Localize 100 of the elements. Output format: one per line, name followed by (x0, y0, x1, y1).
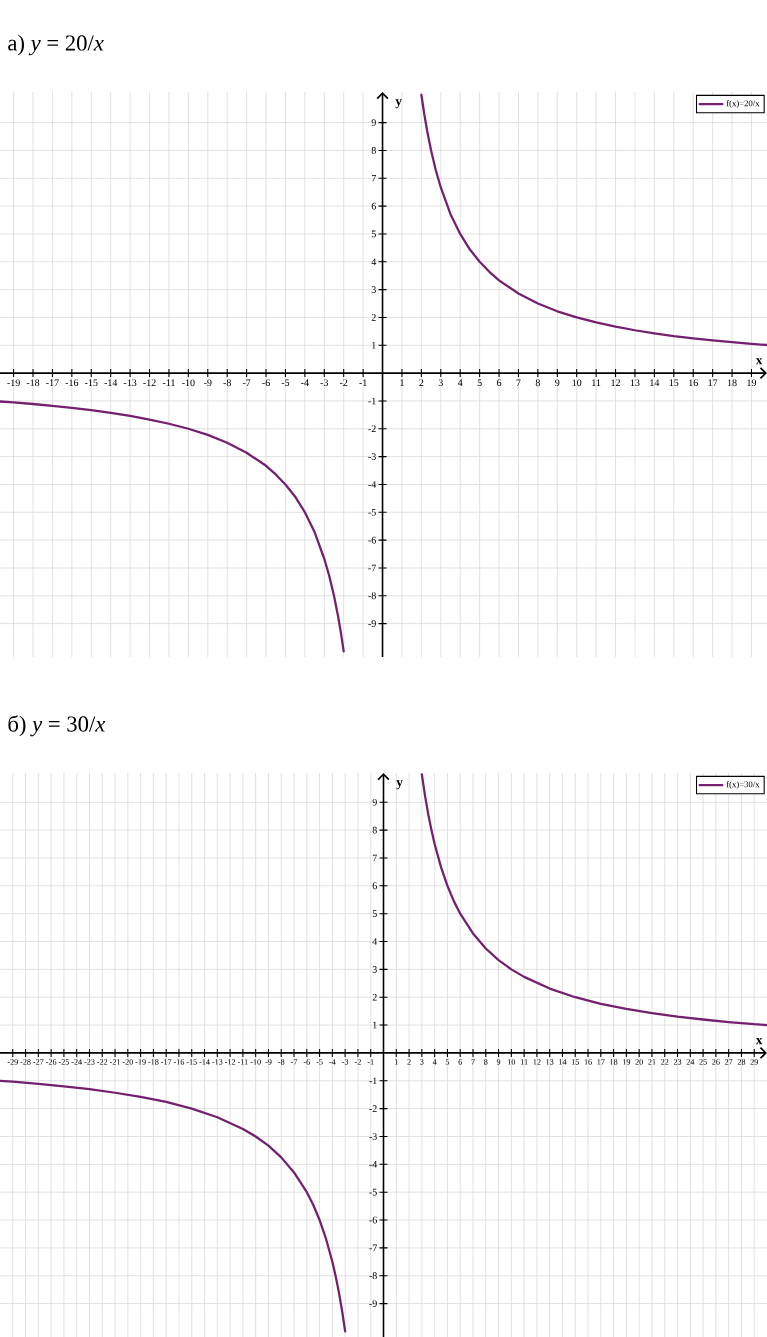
x-tick-label: 12 (611, 379, 621, 386)
x-tick-label: 4 (432, 1059, 437, 1065)
x-tick-label: 4 (457, 379, 463, 386)
x-tick-label: 15 (669, 379, 679, 387)
x-tick-label: 14 (559, 1059, 567, 1065)
x-tick-label: 5 (477, 379, 482, 387)
x-tick-label: 14 (650, 379, 660, 386)
x-tick-label: 8 (535, 379, 540, 387)
y-tick-label: -7 (368, 564, 376, 572)
x-tick-label: 28 (737, 1059, 746, 1065)
x-tick-label: -9 (265, 1059, 272, 1065)
x-tick-label: 10 (507, 1059, 516, 1065)
x-tick-label: 7 (471, 1059, 475, 1065)
x-tick-label: -19 (135, 1059, 146, 1065)
x-tick-label: 25 (699, 1059, 707, 1065)
x-tick-label: 12 (533, 1059, 541, 1065)
y-tick-label: -2 (369, 1105, 377, 1112)
x-tick-label: 23 (673, 1059, 682, 1065)
x-tick-label: -13 (212, 1059, 223, 1065)
y-tick-label: -4 (368, 481, 377, 488)
y-tick-label: -6 (368, 536, 376, 544)
x-tick-label: 6 (496, 379, 502, 387)
x-tick-label: 6 (458, 1059, 462, 1065)
x-tick-label: -10 (250, 1059, 261, 1065)
x-tick-label: -7 (242, 379, 251, 386)
y-tick-label: -5 (368, 508, 376, 516)
y-tick-label: 9 (371, 119, 376, 126)
chart-title: а) y = 20/x (8, 34, 104, 56)
x-tick-label: 1 (394, 1059, 398, 1065)
x-tick-label: 2 (419, 379, 424, 386)
x-tick-label: 11 (520, 1059, 528, 1065)
x-tick-label: -2 (354, 1059, 361, 1065)
x-tick-label: -12 (224, 1059, 236, 1065)
y-tick-label: 3 (372, 966, 377, 973)
y-tick-label: 7 (371, 175, 376, 182)
y-tick-label: 4 (371, 258, 377, 266)
y-tick-label: 1 (372, 341, 376, 349)
x-tick-label: 17 (708, 379, 718, 386)
x-tick-label: -3 (342, 1059, 349, 1065)
x-tick-label: 19 (623, 1059, 631, 1065)
x-tick-label: -25 (58, 1059, 70, 1065)
y-tick-label: -1 (368, 397, 376, 405)
x-tick-label: 2 (407, 1059, 411, 1065)
y-tick-label: 2 (371, 314, 376, 321)
x-tick-label: -17 (46, 379, 59, 386)
x-tick-label: 7 (516, 379, 521, 386)
y-tick-label: -6 (369, 1216, 377, 1224)
x-tick-label: 9 (496, 1059, 501, 1065)
y-tick-label: 6 (371, 202, 376, 210)
x-tick-label: 26 (712, 1059, 720, 1065)
x-tick-label: -1 (359, 379, 367, 386)
y-axis-title: y (396, 780, 403, 790)
x-tick-label: 16 (584, 1059, 592, 1065)
y-tick-label: 8 (371, 147, 376, 154)
x-tick-label: 16 (689, 379, 698, 387)
x-tick-label: -13 (123, 379, 137, 387)
x-tick-label: -29 (7, 1059, 18, 1065)
x-tick-label: -24 (71, 1059, 83, 1065)
x-tick-label: 22 (661, 1059, 669, 1065)
x-tick-label: -2 (339, 379, 348, 386)
x-tick-label: 13 (630, 379, 640, 387)
x-tick-label: -17 (161, 1059, 172, 1065)
y-tick-label: 9 (372, 798, 377, 806)
x-tick-label: -8 (278, 1059, 285, 1065)
x-axis-title: x (755, 1038, 763, 1045)
y-tick-label: -3 (368, 453, 376, 460)
x-tick-label: 5 (445, 1059, 450, 1065)
x-tick-label: -26 (45, 1059, 57, 1065)
y-tick-label: 6 (372, 882, 377, 890)
x-tick-label: 24 (686, 1059, 695, 1065)
x-tick-label: 10 (572, 379, 582, 387)
x-tick-label: -3 (320, 379, 329, 387)
x-tick-label: 3 (438, 379, 443, 387)
x-tick-label: -21 (109, 1059, 120, 1065)
x-tick-label: 3 (420, 1059, 424, 1065)
x-tick-label: -4 (301, 379, 309, 386)
x-tick-label: 17 (597, 1059, 605, 1065)
x-axis-title: x (755, 358, 763, 365)
x-tick-label: -5 (316, 1059, 323, 1065)
y-tick-label: 1 (373, 1021, 377, 1029)
x-tick-label: -19 (7, 379, 20, 387)
x-tick-label: -5 (281, 379, 290, 387)
y-tick-label: -9 (369, 1300, 377, 1307)
x-tick-label: 27 (724, 1059, 733, 1065)
x-tick-label: 19 (747, 379, 757, 387)
x-tick-label: 13 (546, 1059, 554, 1065)
x-tick-label: -9 (203, 379, 212, 387)
x-tick-label: -16 (65, 379, 79, 387)
x-tick-label: 1 (400, 379, 404, 386)
legend-label: f(x)=20/x (726, 100, 760, 108)
x-tick-label: -8 (223, 379, 231, 387)
x-tick-label: -23 (84, 1059, 95, 1065)
x-tick-label: -12 (143, 379, 156, 386)
x-tick-label: -16 (173, 1059, 185, 1065)
x-tick-label: 18 (727, 379, 737, 387)
y-axis-title: y (395, 99, 402, 109)
x-tick-label: -18 (26, 379, 40, 387)
y-tick-label: 5 (371, 230, 376, 238)
x-tick-label: -4 (329, 1059, 336, 1065)
y-tick-label: -8 (369, 1272, 377, 1280)
